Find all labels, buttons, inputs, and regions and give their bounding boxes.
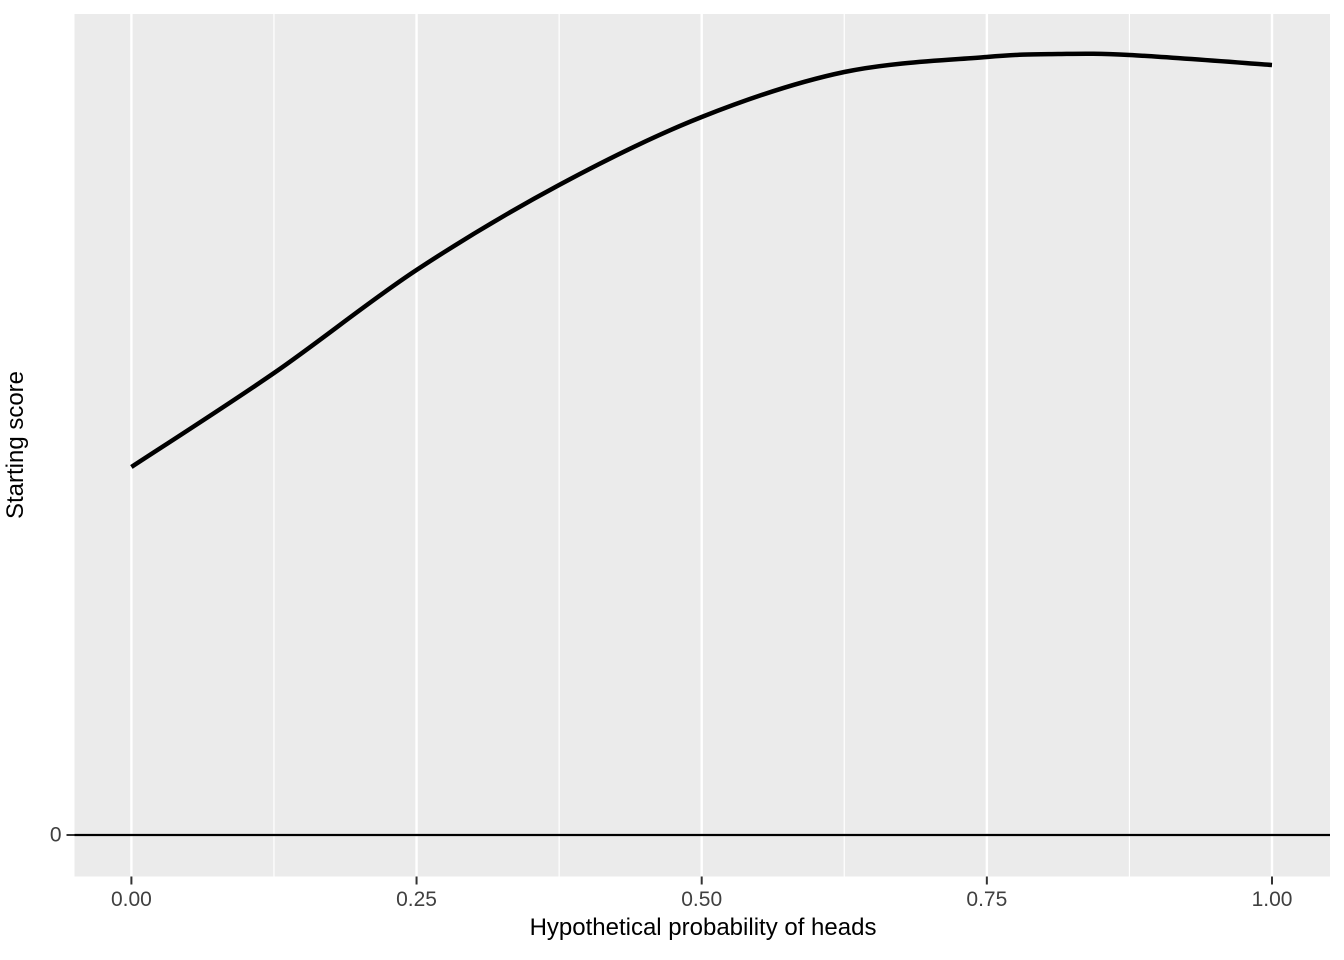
x-tick-label: 1.00 [1251, 887, 1293, 911]
x-axis-title: Hypothetical probability of heads [529, 914, 877, 941]
score-curve [130, 51, 1273, 469]
x-tick-label: 0.75 [966, 887, 1008, 911]
x-tick-label: 0.50 [681, 887, 723, 911]
y-tick-label: 0 [49, 823, 62, 847]
x-tick-label: 0.25 [396, 887, 437, 911]
y-axis-title: Starting score [2, 370, 29, 520]
x-tick-label: 0.00 [110, 887, 152, 911]
